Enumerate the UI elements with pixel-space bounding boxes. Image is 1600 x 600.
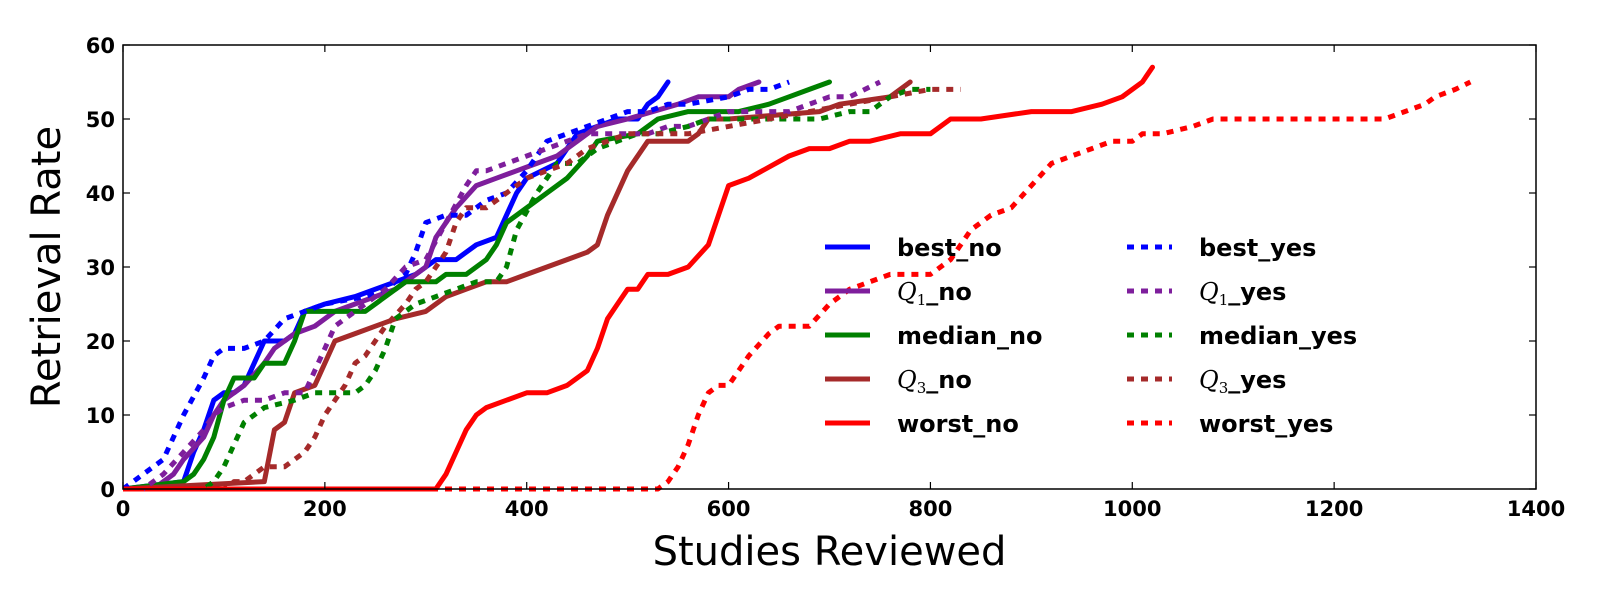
x-tick-label: 800 xyxy=(909,497,953,521)
x-axis-title: Studies Reviewed xyxy=(653,529,1007,575)
legend-label: worst_yes xyxy=(1199,410,1333,438)
y-tick-label: 50 xyxy=(86,108,115,132)
legend-item-worst_yes: worst_yes xyxy=(1127,410,1333,438)
legend: best_no Q1_no median_no Q3_no worst_no best_y… xyxy=(825,234,1357,438)
legend-item-q3_yes: Q3_yes xyxy=(1127,366,1286,397)
x-tick-label: 0 xyxy=(116,497,131,521)
series-line-median_no xyxy=(123,79,832,492)
series-line-q3_no xyxy=(123,79,913,492)
legend-label: Q3_no xyxy=(897,366,972,397)
series-line-worst_no xyxy=(123,64,1155,492)
y-axis-title: Retrieval Rate xyxy=(24,126,70,408)
x-tick-label: 200 xyxy=(303,497,347,521)
legend-label: median_yes xyxy=(1199,322,1357,350)
series-group xyxy=(123,64,1472,492)
series-line-best_no xyxy=(123,79,671,492)
legend-item-q1_yes: Q1_yes xyxy=(1127,278,1286,309)
legend-item-median_yes: median_yes xyxy=(1127,322,1357,350)
y-tick-label: 30 xyxy=(86,256,115,280)
y-tick-label: 40 xyxy=(86,182,115,206)
legend-label: best_no xyxy=(897,234,1002,262)
y-tick-label: 10 xyxy=(86,404,115,428)
x-tick-label: 1000 xyxy=(1103,497,1161,521)
series-line-worst_yes xyxy=(123,79,1472,492)
legend-label: best_yes xyxy=(1199,234,1316,262)
legend-item-q1_no: Q1_no xyxy=(825,278,972,309)
legend-item-median_no: median_no xyxy=(825,322,1043,350)
legend-label: Q3_yes xyxy=(1199,366,1286,397)
x-tick-label: 400 xyxy=(505,497,549,521)
legend-item-best_no: best_no xyxy=(825,234,1002,262)
x-tick-label: 600 xyxy=(707,497,751,521)
legend-label: Q1_yes xyxy=(1199,278,1286,309)
x-tick-label: 1200 xyxy=(1305,497,1363,521)
series-line-q3_yes xyxy=(123,86,961,492)
legend-item-best_yes: best_yes xyxy=(1127,234,1316,262)
legend-item-worst_no: worst_no xyxy=(825,410,1019,438)
y-tick-label: 20 xyxy=(86,330,115,354)
x-tick-label: 1400 xyxy=(1507,497,1565,521)
legend-label: worst_no xyxy=(897,410,1019,438)
legend-label: Q1_no xyxy=(897,278,972,309)
y-tick-label: 60 xyxy=(86,34,115,58)
series-line-q1_yes xyxy=(123,79,882,492)
series-line-best_yes xyxy=(123,79,790,492)
legend-label: median_no xyxy=(897,322,1043,350)
legend-item-q3_no: Q3_no xyxy=(825,366,972,397)
y-tick-label: 0 xyxy=(100,478,115,502)
